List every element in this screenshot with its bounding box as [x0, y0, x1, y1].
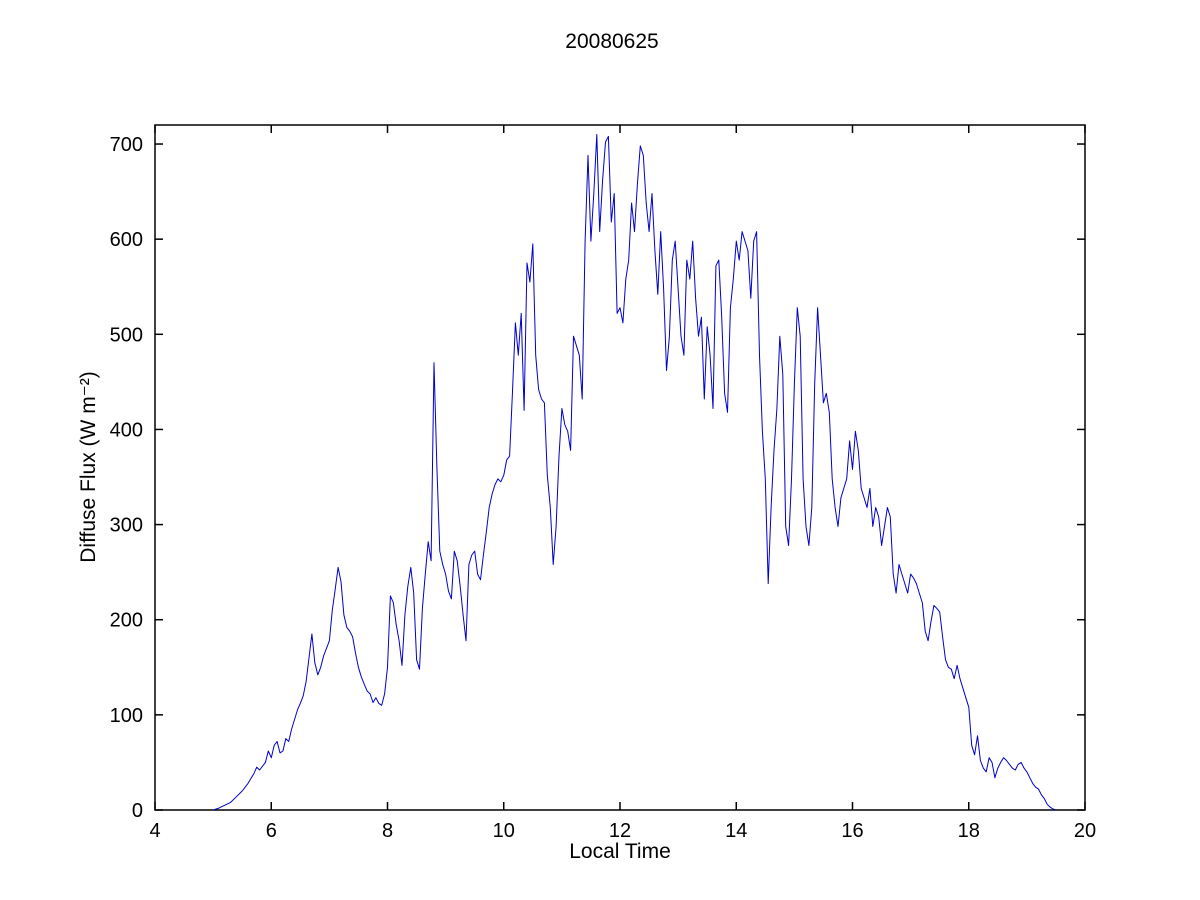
y-axis-label: Diffuse Flux (W m⁻²) [77, 371, 100, 563]
diffuse-flux-line [212, 134, 1057, 811]
data-series [212, 134, 1057, 811]
y-tick-label: 100 [110, 705, 143, 727]
x-axis-label: Local Time [569, 840, 671, 863]
y-tick-label: 300 [110, 515, 143, 537]
plot-box [154, 124, 1086, 811]
y-tick-label: 200 [110, 610, 143, 632]
y-tick-label: 600 [110, 229, 143, 251]
x-tick-label: 18 [958, 820, 980, 842]
x-tick-label: 4 [149, 820, 160, 842]
x-tick-label: 14 [725, 820, 747, 842]
y-tick-label: 400 [110, 419, 143, 441]
axes-box [154, 124, 1086, 811]
x-tick-label: 10 [493, 820, 515, 842]
x-tick-label: 20 [1074, 820, 1096, 842]
y-tick-label: 0 [132, 800, 143, 822]
x-tick-label: 8 [382, 820, 393, 842]
y-tick-label: 700 [110, 134, 143, 156]
y-tick-label: 500 [110, 324, 143, 346]
x-tick-label: 12 [609, 820, 631, 842]
chart-title: 20080625 [565, 30, 658, 53]
x-tick-label: 6 [266, 820, 277, 842]
x-tick-label: 16 [841, 820, 863, 842]
